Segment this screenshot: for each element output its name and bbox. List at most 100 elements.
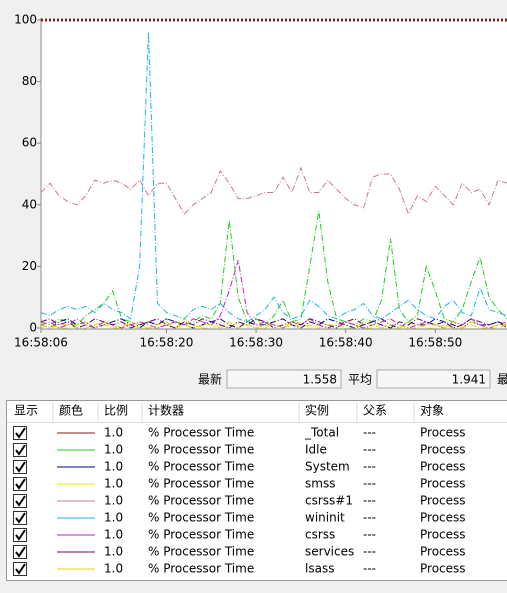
object-cell: Process: [420, 562, 466, 576]
parent-cell: ---: [363, 494, 376, 508]
legend-entry: System: [305, 460, 350, 474]
counter-table: [6, 400, 507, 581]
x-tick-label: 16:58:06: [14, 336, 68, 350]
legend-entry: smss: [305, 477, 335, 491]
show-checkbox[interactable]: [13, 477, 27, 491]
series-line: [40, 318, 507, 329]
checkbox-check: [15, 512, 26, 524]
scale-cell: 1.0: [104, 511, 123, 525]
checkbox-check: [15, 461, 26, 473]
parent-cell: ---: [363, 460, 376, 474]
object-cell: Process: [420, 477, 466, 491]
checkbox-check: [15, 478, 26, 490]
latest-box: [226, 369, 342, 389]
scale-cell: 1.0: [104, 545, 123, 559]
series-line: [40, 210, 507, 326]
legend-entry: _Total: [304, 426, 339, 440]
column-header: 对象: [420, 404, 444, 418]
y-tick-label: 20: [22, 259, 37, 273]
legend-entry: Idle: [305, 443, 327, 457]
show-checkbox[interactable]: [13, 545, 27, 559]
column-header: 颜色: [59, 403, 83, 418]
legend-entry: lsass: [305, 562, 334, 576]
checkbox-check: [15, 495, 26, 507]
series-line: [40, 260, 507, 329]
checkbox-check: [15, 427, 26, 439]
y-tick-label: 60: [22, 136, 37, 150]
counter-cell: % Processor Time: [148, 528, 254, 542]
object-cell: Process: [420, 511, 466, 525]
y-tick-label: 0: [29, 321, 37, 335]
y-tick-label: 100: [14, 13, 37, 27]
checkbox-check: [15, 546, 26, 558]
parent-cell: ---: [363, 426, 376, 440]
object-cell: Process: [420, 460, 466, 474]
x-tick-label: 16:58:30: [229, 336, 283, 350]
column-header: 父系: [363, 404, 387, 418]
counter-cell: % Processor Time: [148, 494, 254, 508]
scale-cell: 1.0: [104, 460, 123, 474]
counter-cell: % Processor Time: [148, 545, 254, 559]
x-tick-label: 16:58:20: [140, 336, 194, 350]
avg-value: 1.941: [452, 373, 486, 387]
plot-area: [41, 18, 507, 329]
show-checkbox[interactable]: [13, 511, 27, 525]
checkbox-check: [15, 563, 26, 575]
scale-cell: 1.0: [104, 426, 123, 440]
checkbox-check: [15, 529, 26, 541]
show-checkbox[interactable]: [13, 426, 27, 440]
legend-entry: services: [305, 545, 354, 559]
x-tick-label: 16:58:40: [319, 336, 373, 350]
show-checkbox[interactable]: [13, 443, 27, 457]
y-tick-label: 80: [22, 74, 37, 88]
column-header: 计数器: [148, 403, 184, 418]
object-cell: Process: [420, 426, 466, 440]
scale-cell: 1.0: [104, 562, 123, 576]
avg-box: [376, 369, 491, 389]
parent-cell: ---: [363, 443, 376, 457]
show-checkbox[interactable]: [13, 460, 27, 474]
object-cell: Process: [420, 545, 466, 559]
parent-cell: ---: [363, 528, 376, 542]
latest-value: 1.558: [303, 373, 337, 387]
max-label: 最: [497, 373, 507, 387]
counter-cell: % Processor Time: [148, 562, 254, 576]
avg-label: 平均: [348, 373, 372, 387]
x-tick-label: 16:58:50: [408, 336, 462, 350]
counter-cell: % Processor Time: [148, 460, 254, 474]
counter-cell: % Processor Time: [148, 477, 254, 491]
series-line: [40, 166, 507, 216]
series-line: [40, 318, 507, 329]
latest-label: 最新: [198, 372, 222, 387]
legend-entry: wininit: [305, 511, 345, 525]
counter-cell: % Processor Time: [148, 426, 254, 440]
series-line: [40, 318, 507, 329]
parent-cell: ---: [363, 511, 376, 525]
parent-cell: ---: [363, 545, 376, 559]
counter-cell: % Processor Time: [148, 511, 254, 525]
show-checkbox[interactable]: [13, 528, 27, 542]
column-header: 显示: [14, 404, 38, 418]
counter-cell: % Processor Time: [148, 443, 254, 457]
object-cell: Process: [420, 494, 466, 508]
legend-entry: csrss: [305, 528, 335, 542]
show-checkbox[interactable]: [13, 562, 27, 576]
series-line: [40, 32, 507, 323]
parent-cell: ---: [363, 477, 376, 491]
y-tick-label: 40: [22, 197, 37, 211]
show-checkbox[interactable]: [13, 494, 27, 508]
series-line: [40, 321, 507, 329]
table-body: 显示 颜色 比例 计数器 实例 父系 对象 1.0 % Processor Time _Total…: [13, 402, 466, 576]
checkbox-check: [15, 444, 26, 456]
scale-cell: 1.0: [104, 443, 123, 457]
object-cell: Process: [420, 443, 466, 457]
object-cell: Process: [420, 528, 466, 542]
scale-cell: 1.0: [104, 477, 123, 491]
column-header: 比例: [104, 404, 128, 418]
legend-entry: csrss#1: [305, 494, 353, 508]
column-header: 实例: [305, 403, 329, 418]
parent-cell: ---: [363, 562, 376, 576]
scale-cell: 1.0: [104, 528, 123, 542]
